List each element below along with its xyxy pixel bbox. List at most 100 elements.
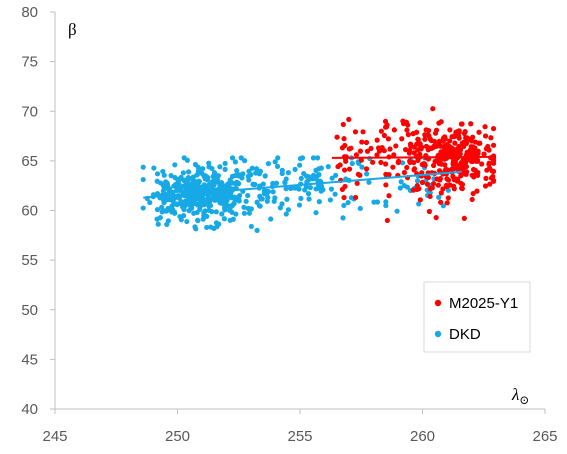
m2025-point [346,166,353,172]
dkd-point [161,172,167,178]
dkd-point [215,173,222,179]
m2025-point [411,144,417,150]
dkd-series-points [140,155,451,233]
m2025-point [415,147,421,153]
dkd-point [171,201,177,207]
m2025-point [438,199,444,205]
m2025-point [485,143,491,150]
dkd-point [399,160,406,166]
m2025-point [434,143,440,149]
m2025-point [445,177,452,183]
y-tick-label: 70 [21,103,38,120]
m2025-point [381,132,387,139]
dkd-point [185,193,191,200]
m2025-point [458,121,465,127]
m2025-point [481,151,487,157]
legend-box [423,281,531,353]
dkd-point [241,204,247,210]
dkd-point [169,206,176,212]
m2025-point [451,177,457,183]
m2025-point [429,185,435,191]
m2025-point [470,144,476,150]
dkd-point [427,190,433,196]
m2025-point [374,152,380,158]
dkd-point [302,187,308,193]
m2025-point [430,162,437,169]
y-tick-label: 75 [21,54,38,71]
m2025-point [469,138,475,144]
dkd-point [285,207,291,213]
dkd-point [383,202,389,209]
dkd-point [283,186,289,192]
dkd-point [164,221,170,227]
y-tick-label: 55 [21,252,38,269]
dkd-point [180,170,186,176]
dkd-point [219,211,225,217]
dkd-point [319,187,325,193]
m2025-point [341,194,347,201]
m2025-point [360,129,366,135]
m2025-point [474,188,480,194]
dkd-point [313,186,319,192]
y-tick-label: 65 [21,153,38,170]
dkd-point [185,177,191,183]
dkd-point [359,164,365,170]
dkd-point [221,216,227,222]
m2025-point [471,174,477,180]
dkd-point [168,173,174,179]
dkd-point [305,191,312,197]
dkd-point [268,216,274,222]
dkd-point [140,205,146,211]
dkd-point [246,210,252,216]
m2025-point [353,194,359,201]
dkd-point [259,196,265,202]
dkd-point [155,221,161,227]
dkd-point [314,155,321,161]
legend-label-dkd: DKD [449,326,481,343]
m2025-point [461,215,467,222]
y-axis-title: β [68,20,77,39]
m2025-point [468,121,474,127]
dkd-point [214,178,221,184]
m2025-point [458,173,464,179]
m2025-point [456,129,462,135]
dkd-point [157,215,163,221]
m2025-point [391,127,397,133]
dkd-point [275,155,281,161]
m2025-point [417,197,423,203]
legend-marker-m2025 [434,299,442,307]
dkd-point [178,199,184,205]
m2025-point [405,122,411,128]
dkd-point [151,165,157,171]
dkd-point [265,161,272,167]
x-tick-label: 260 [410,428,435,445]
m2025-point [346,116,352,123]
m2025-point [419,179,425,185]
dkd-point [294,185,301,191]
dkd-point [147,199,153,206]
m2025-point [341,136,347,142]
dkd-point [254,227,260,233]
m2025-point [426,127,432,134]
dkd-point [140,176,146,183]
m2025-point [490,173,496,180]
m2025-point [482,183,489,189]
m2025-point [442,162,448,168]
dkd-point [374,199,381,205]
dkd-point [164,182,171,188]
m2025-point [447,127,453,133]
m2025-point [454,146,460,153]
dkd-point [440,203,446,209]
m2025-point [370,159,376,165]
dkd-point [285,170,291,176]
dkd-point [279,201,285,207]
dkd-point [327,197,333,203]
dkd-point [217,164,223,170]
m2025-point [353,152,360,158]
m2025-point [490,177,497,184]
m2025-point [472,157,478,163]
dkd-point [277,205,283,211]
dkd-point [245,192,251,199]
dkd-point [175,177,181,183]
dkd-point [341,202,347,209]
